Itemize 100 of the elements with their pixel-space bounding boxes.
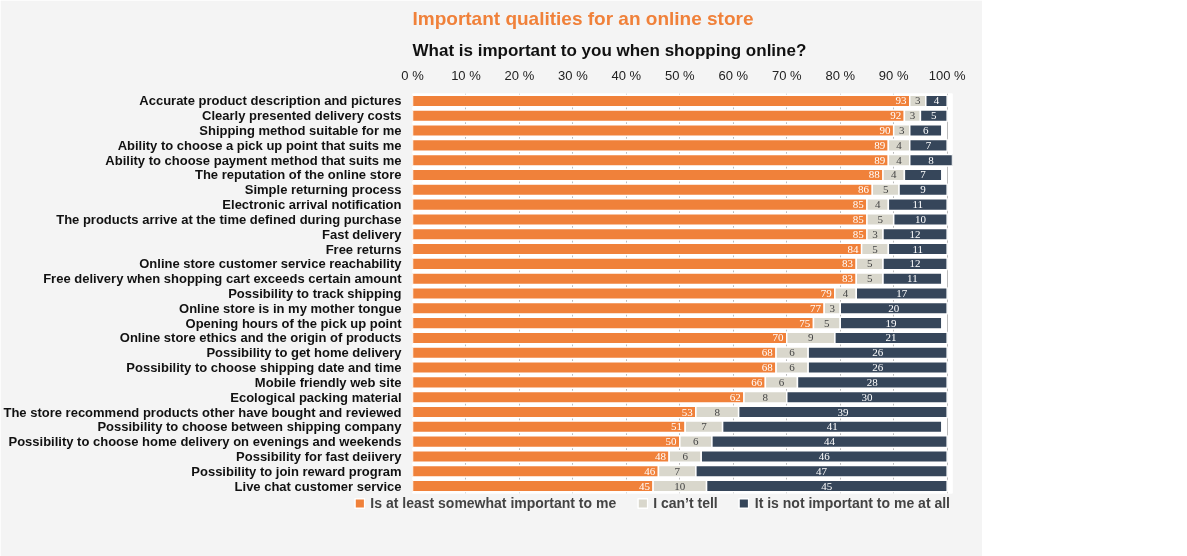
data-label: 4 <box>933 94 940 107</box>
data-label: 5 <box>824 316 831 329</box>
data-label: 44 <box>824 435 836 448</box>
y-tick-label: Ability to choose payment method that suits me <box>105 152 402 168</box>
data-label: 85 <box>852 227 865 240</box>
y-tick-label: Possibility for fast deiivery <box>236 448 403 464</box>
y-tick-label: Ability to choose a pick up point that suits me <box>117 137 402 153</box>
y-tick-label: Live chat customer service <box>234 478 402 494</box>
data-label: 12 <box>909 257 921 270</box>
data-label: 26 <box>872 361 884 374</box>
y-tick-label: Online store is in my mother tongue <box>179 300 402 316</box>
data-label: 84 <box>847 242 859 255</box>
data-label: 66 <box>751 375 763 388</box>
data-label: 20 <box>888 301 900 314</box>
data-label: 46 <box>644 464 656 477</box>
data-label: 5 <box>882 183 889 196</box>
y-tick-label: Accurate product description and pictures <box>139 93 402 109</box>
y-tick-label: The store recommend products other have bought and reviewed <box>3 404 402 420</box>
data-label: 50 <box>665 435 678 448</box>
data-label: 10 <box>914 212 927 225</box>
data-label: 62 <box>729 390 741 403</box>
data-label: 70 <box>772 331 785 344</box>
data-label: 68 <box>761 346 774 359</box>
data-label: 6 <box>923 124 930 137</box>
data-label: 89 <box>874 138 886 151</box>
data-label: 7 <box>701 420 708 433</box>
x-tick-label: 50 % <box>665 67 696 83</box>
x-tick-label: 30 % <box>558 67 589 83</box>
data-label: 6 <box>789 361 796 374</box>
data-label: 8 <box>928 153 935 166</box>
x-tick-label: 80 % <box>825 67 856 83</box>
data-label: 7 <box>674 464 681 477</box>
data-label: 45 <box>821 479 833 492</box>
x-tick-label: 40 % <box>611 67 642 83</box>
data-label: 51 <box>670 420 682 433</box>
data-label: 90 <box>879 124 891 137</box>
data-label: 12 <box>909 227 921 240</box>
data-label: 92 <box>890 109 902 122</box>
y-tick-label: Online store customer service reachability <box>139 256 403 272</box>
legend-label: It is not important to me at all <box>754 495 950 511</box>
data-label: 46 <box>818 449 831 462</box>
data-label: 4 <box>896 153 903 166</box>
chart-title: Important qualities for an online store <box>412 7 754 29</box>
x-tick-label: 90 % <box>878 67 909 83</box>
data-label: 10 <box>674 479 686 492</box>
data-label: 8 <box>762 390 769 403</box>
x-tick-label: 0 % <box>401 67 425 83</box>
data-label: 11 <box>912 198 924 211</box>
data-label: 39 <box>837 405 849 418</box>
data-label: 85 <box>852 212 865 225</box>
data-label: 86 <box>858 183 870 196</box>
y-tick-label: Possibility to join reward program <box>191 463 402 479</box>
data-label: 75 <box>799 316 811 329</box>
data-label: 17 <box>896 287 908 299</box>
data-label: 6 <box>778 375 785 388</box>
data-label: 41 <box>826 420 838 433</box>
data-label: 6 <box>789 346 796 359</box>
data-label: 26 <box>872 346 884 359</box>
data-label: 53 <box>681 405 694 418</box>
data-label: 68 <box>761 361 774 374</box>
y-tick-label: Clearly presented delivery costs <box>202 108 402 124</box>
chart-subtitle: What is important to you when shopping online? <box>412 40 807 60</box>
y-tick-label: Possibility to choose shipping date and time <box>126 360 402 376</box>
legend-label: Is at least somewhat important to me <box>370 495 617 511</box>
y-tick-label: Electronic arrival notification <box>222 197 402 213</box>
data-label: 3 <box>909 109 916 122</box>
data-label: 48 <box>654 449 667 462</box>
data-label: 6 <box>682 449 689 462</box>
y-tick-label: Fast delivery <box>322 226 403 242</box>
data-label: 93 <box>895 94 908 107</box>
x-tick-label: 100 % <box>928 67 967 83</box>
y-tick-label: Possibility to choose home delivery on evenings and weekends <box>8 434 402 450</box>
data-label: 19 <box>885 316 898 329</box>
data-label: 11 <box>907 272 918 285</box>
x-tick-label: 60 % <box>718 67 749 83</box>
y-tick-label: Possibility to choose between shipping company <box>97 419 403 435</box>
data-label: 4 <box>890 168 897 181</box>
data-label: 83 <box>842 257 854 270</box>
y-tick-label: Opening hours of the pick up point <box>185 315 403 331</box>
data-label: 4 <box>896 138 903 151</box>
y-tick-label: Ecological packing material <box>230 389 402 405</box>
data-label: 85 <box>852 198 865 211</box>
data-label: 45 <box>638 479 651 492</box>
data-label: 79 <box>820 287 833 299</box>
y-tick-label: The products arrive at the time defined during purchase <box>56 211 402 227</box>
data-label: 6 <box>693 435 700 448</box>
data-label: 4 <box>842 287 849 299</box>
data-label: 9 <box>920 183 927 196</box>
data-label: 8 <box>714 405 721 418</box>
legend-label: I can’t tell <box>653 495 718 511</box>
y-tick-label: Possibility to track shipping <box>228 286 402 301</box>
data-label: 28 <box>866 375 879 388</box>
y-tick-label: Mobile friendly web site <box>254 374 402 390</box>
data-label: 11 <box>912 242 924 255</box>
y-tick-label: Online store ethics and the origin of products <box>119 330 402 346</box>
y-tick-label: The reputation of the online store <box>194 167 402 183</box>
data-label: 3 <box>915 94 921 107</box>
data-label: 3 <box>829 301 836 314</box>
x-tick-label: 10 % <box>451 67 482 83</box>
y-tick-label: Free delivery when shopping cart exceeds certain amount <box>43 271 403 287</box>
